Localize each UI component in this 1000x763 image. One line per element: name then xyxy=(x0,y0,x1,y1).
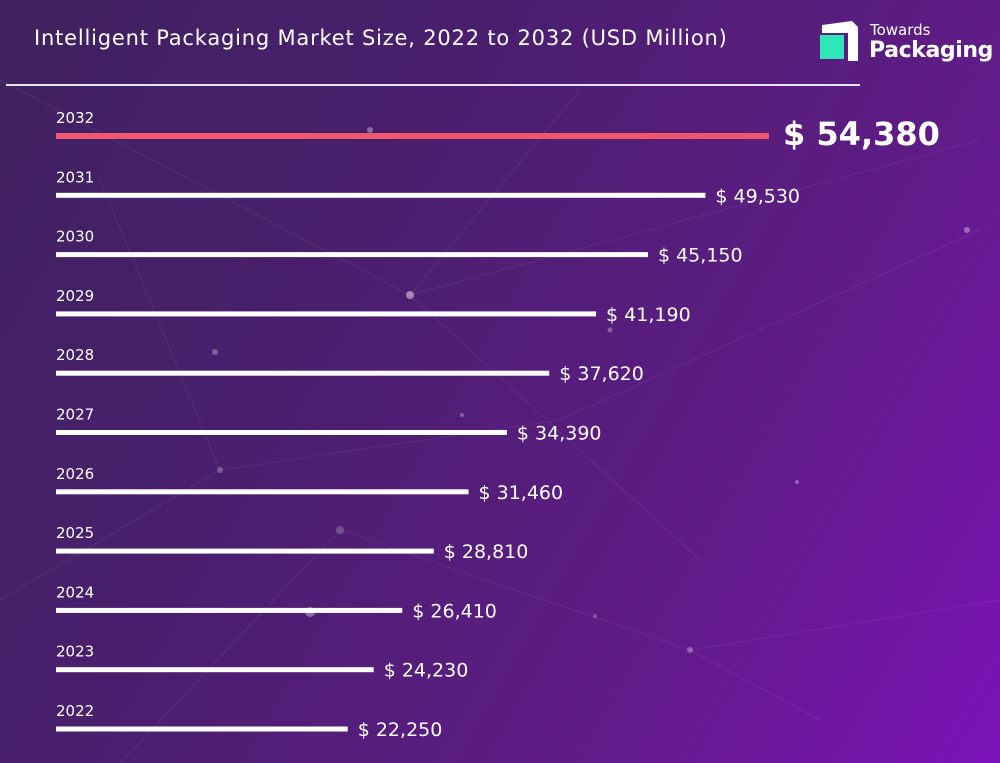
year-label-2029: 2029 xyxy=(56,287,94,305)
year-label-2026: 2026 xyxy=(56,465,94,483)
year-label-2032: 2032 xyxy=(56,109,94,127)
value-label-2029: $ 41,190 xyxy=(606,304,691,326)
bar-2028 xyxy=(56,370,550,376)
value-label-2025: $ 28,810 xyxy=(444,541,529,563)
brand-logo-block: Towards Packaging xyxy=(818,17,993,69)
value-label-2022: $ 22,250 xyxy=(358,719,443,741)
value-label-2023: $ 24,230 xyxy=(384,660,469,682)
value-label-2028: $ 37,620 xyxy=(559,363,644,385)
year-label-2031: 2031 xyxy=(56,168,94,186)
value-label-2026: $ 31,460 xyxy=(478,482,563,504)
year-label-2024: 2024 xyxy=(56,583,94,601)
value-label-2030: $ 45,150 xyxy=(658,245,743,267)
year-label-2025: 2025 xyxy=(56,524,94,542)
year-label-2027: 2027 xyxy=(56,406,94,424)
bar-2026 xyxy=(56,489,469,495)
bar-2031 xyxy=(56,192,706,198)
bar-2032 xyxy=(56,133,769,139)
value-label-2031: $ 49,530 xyxy=(715,185,800,207)
bar-2024 xyxy=(56,607,403,613)
brand-name-line1: Towards xyxy=(870,21,931,39)
year-label-2030: 2030 xyxy=(56,228,94,246)
bar-2029 xyxy=(56,311,597,317)
value-label-2027: $ 34,390 xyxy=(517,423,602,445)
chart-title: Intelligent Packaging Market Size, 2022 … xyxy=(34,26,728,50)
value-label-2032: $ 54,380 xyxy=(783,115,940,153)
title-divider xyxy=(6,84,860,86)
bar-2030 xyxy=(56,252,648,258)
year-label-2028: 2028 xyxy=(56,346,94,364)
value-label-2024: $ 26,410 xyxy=(412,600,497,622)
bar-2027 xyxy=(56,430,507,435)
year-label-2023: 2023 xyxy=(56,643,94,661)
bar-2025 xyxy=(56,548,434,554)
bar-2023 xyxy=(56,667,374,673)
bar-2022 xyxy=(56,726,348,732)
towards-packaging-logo-icon xyxy=(820,21,858,61)
year-label-2022: 2022 xyxy=(56,702,94,720)
brand-name-line2: Packaging xyxy=(869,38,993,63)
